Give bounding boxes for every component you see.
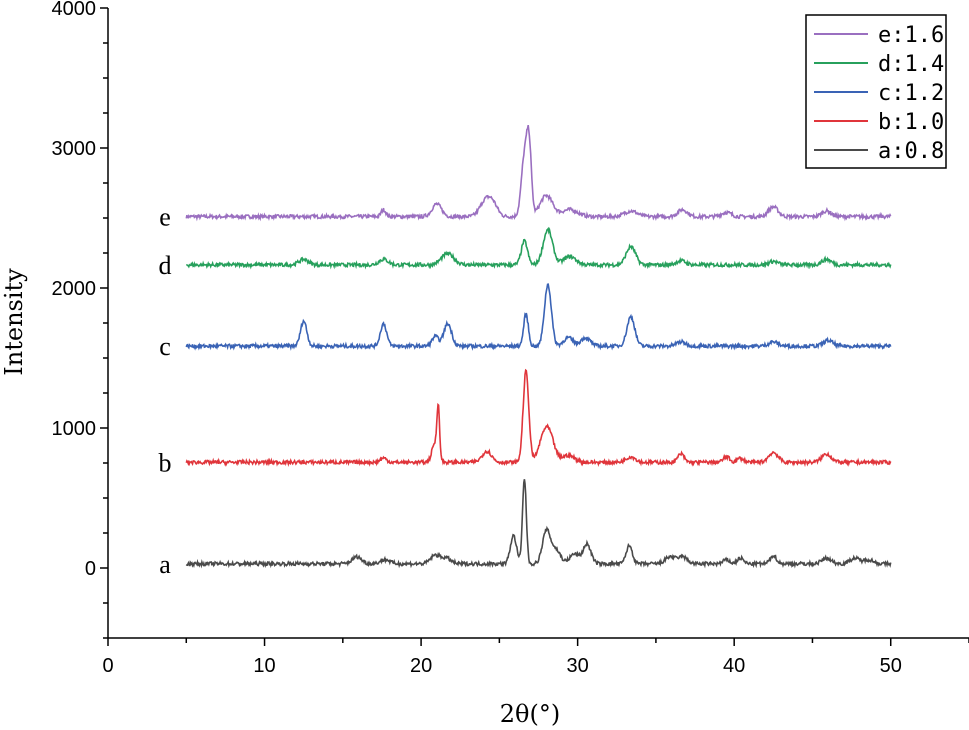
x-tick-label: 0: [102, 655, 113, 677]
x-tick-label: 20: [410, 655, 432, 677]
x-tick-label: 30: [567, 655, 589, 677]
y-axis: 0 1000 2000 3000 4000: [52, 0, 109, 639]
y-tick-label: 4000: [52, 0, 97, 20]
y-tick-label: 3000: [52, 138, 97, 160]
curve-labels: ed c b a: [159, 203, 172, 579]
y-tick-label: 1000: [52, 418, 97, 440]
series-line-e: [185, 124, 892, 222]
x-axis-title: 2θ(°): [500, 700, 560, 728]
series-line-d: [186, 226, 892, 270]
x-axis: 0 10 20 30 40 50: [102, 637, 969, 677]
legend-label-e: e:1.6: [878, 23, 944, 48]
plot-area: [185, 124, 892, 569]
y-tick-label: 0: [85, 558, 96, 580]
legend-label-c: c:1.2: [878, 81, 944, 106]
legend-label-a: a:0.8: [878, 139, 944, 164]
y-axis-title: Intensity: [0, 268, 28, 376]
series-line-b: [185, 368, 892, 468]
curve-label-b: b: [159, 448, 172, 477]
y-tick-label: 2000: [52, 278, 97, 300]
x-tick-label: 50: [880, 655, 902, 677]
series-line-a: [185, 479, 892, 569]
legend-label-b: b:1.0: [878, 110, 944, 135]
curve-label-a: a: [159, 550, 171, 579]
series-line-c: [185, 283, 892, 351]
legend: e:1.6 d:1.4 c:1.2 b:1.0 a:0.8: [805, 14, 947, 169]
curve-label-c: c: [159, 332, 171, 361]
curve-label-e: e: [159, 203, 171, 232]
legend-label-d: d:1.4: [878, 52, 944, 77]
x-tick-label: 10: [253, 655, 275, 677]
x-tick-label: 40: [723, 655, 745, 677]
curve-label-d: d: [159, 251, 172, 280]
